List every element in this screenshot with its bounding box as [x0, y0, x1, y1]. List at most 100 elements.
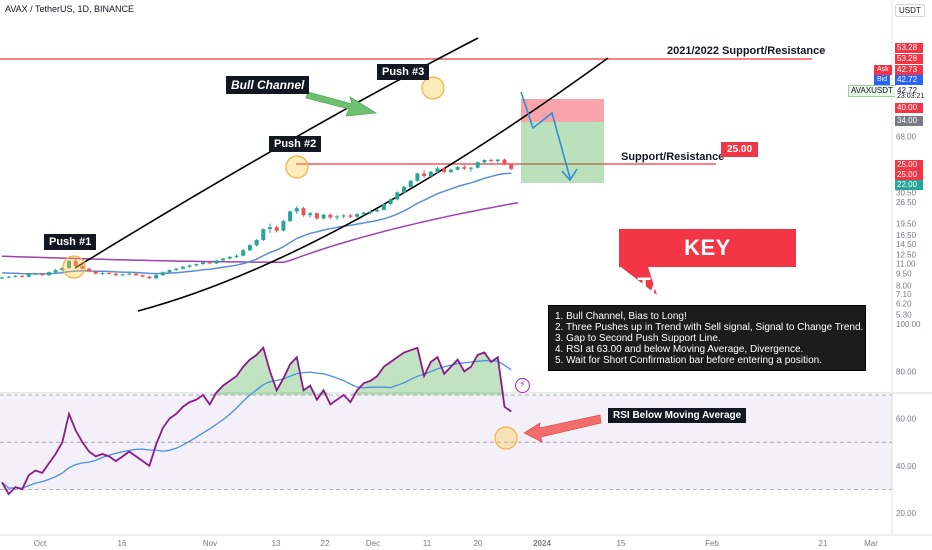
pointer-arrow-green — [305, 91, 378, 117]
time-tick-label: 15 — [617, 539, 626, 548]
push-3-circle — [421, 76, 445, 100]
candle-body — [448, 169, 453, 173]
candle-body — [107, 272, 112, 274]
resistance-2021-label: 2021/2022 Support/Resistance — [667, 45, 826, 57]
candle-body — [93, 271, 98, 274]
candle-body — [355, 214, 360, 217]
candle-body — [281, 221, 286, 231]
price-tick-label: 9.50 — [896, 270, 912, 279]
takeaways-pointer — [621, 267, 657, 295]
candle-body — [221, 258, 226, 261]
price-tick-label: 14.50 — [896, 240, 917, 249]
time-tick-label: 20 — [474, 539, 483, 548]
candle-body — [469, 167, 473, 169]
candle-body — [241, 250, 246, 256]
candle-body — [20, 275, 25, 277]
candle-body — [140, 275, 145, 277]
candle-body — [187, 265, 192, 267]
last-price: 42.72 — [895, 86, 923, 96]
push-1-circle — [62, 255, 86, 279]
candle-body — [274, 227, 279, 231]
price-tick-label: 6.20 — [896, 299, 912, 308]
rsi-tick-label: 100.00 — [896, 320, 921, 329]
push-2-circle — [285, 155, 309, 179]
candle-body — [375, 209, 380, 212]
candle-body — [167, 270, 172, 273]
price-tick-label: 26.50 — [896, 198, 917, 207]
projection-arrowhead — [561, 168, 578, 182]
currency-button[interactable]: USDT — [895, 4, 925, 17]
candle-body — [328, 214, 333, 218]
candle-body — [442, 168, 447, 173]
price-tick-label: 19.50 — [896, 220, 917, 229]
candle-body — [154, 275, 159, 279]
candle-body — [261, 229, 266, 241]
candle-body — [194, 264, 199, 266]
bull-channel-label: Bull Channel — [226, 76, 310, 94]
takeaway-item: 1. Bull Channel, Bias to Long! — [555, 311, 687, 322]
candle-body — [60, 268, 65, 271]
candle-body — [314, 213, 319, 219]
rsi-tick-label: 80.00 — [896, 367, 917, 376]
candle-body — [381, 204, 386, 210]
candle-body — [288, 211, 293, 222]
candle-body — [435, 168, 440, 172]
candle-body — [147, 276, 152, 279]
time-tick-label: Feb — [705, 539, 719, 548]
candle-body — [33, 273, 38, 275]
symbol-price-tag: AVAXUSDT — [848, 85, 896, 97]
candle-body — [402, 186, 406, 193]
candle-body — [40, 273, 45, 276]
candle-body — [455, 167, 460, 170]
countdown: 23:03:21 — [895, 93, 925, 101]
candle-body — [73, 260, 78, 267]
candle-body — [301, 208, 306, 216]
candle-body — [234, 255, 239, 257]
candle-body — [268, 227, 272, 230]
candle-body — [13, 275, 18, 277]
rsi-pointer-arrow — [523, 414, 602, 443]
time-tick-label: 16 — [118, 539, 127, 548]
lightning-icon[interactable]: ⚡ — [515, 378, 530, 393]
candle-body — [294, 208, 299, 212]
candle-body — [475, 162, 480, 168]
time-tick-label: Oct — [34, 539, 47, 548]
candle-body — [361, 212, 366, 215]
time-tick-label: 13 — [272, 539, 281, 548]
candle-body — [422, 173, 427, 176]
candle-body — [127, 273, 132, 275]
takeaway-item: 5. Wait for Short Confirmation bar befor… — [555, 355, 822, 366]
rsi-overbought-fill — [2, 347, 512, 395]
candle-body — [53, 270, 58, 273]
candle-body — [482, 160, 487, 163]
candle-body — [201, 262, 205, 265]
rsi-tick-label: 40.00 — [896, 462, 917, 471]
bid-label: Bid — [874, 75, 891, 85]
ask-label: Ask — [874, 65, 892, 75]
price-tick-label: 12.50 — [896, 251, 917, 260]
candle-body — [495, 159, 500, 162]
stop-price-tag: 40.00 — [895, 103, 923, 113]
channel-lower-line — [137, 57, 609, 312]
candle-body — [120, 274, 125, 276]
candle-body — [80, 266, 85, 269]
rsi-tick-label: 20.00 — [896, 509, 917, 518]
fast-moving-average — [1, 172, 512, 275]
candle-body — [227, 256, 232, 259]
time-tick-label: 21 — [819, 539, 828, 548]
sr-price-tag: 25.00 — [895, 160, 923, 170]
candle-body — [335, 216, 339, 218]
key-takeaways-title: KEY TAKEAWAYS — [619, 229, 796, 298]
candle-body — [415, 173, 420, 181]
candle-body — [428, 171, 433, 176]
price-tag-top-2: 53.28 — [895, 54, 923, 64]
target-price-tag: 22.00 — [895, 180, 923, 190]
candle-body — [0, 277, 4, 279]
ma-price-tag: 34.00 — [895, 116, 923, 126]
candle-body — [341, 215, 346, 217]
rsi-tick-label: 60.00 — [896, 415, 917, 424]
candle-body — [46, 272, 51, 276]
candle-body — [180, 266, 185, 269]
